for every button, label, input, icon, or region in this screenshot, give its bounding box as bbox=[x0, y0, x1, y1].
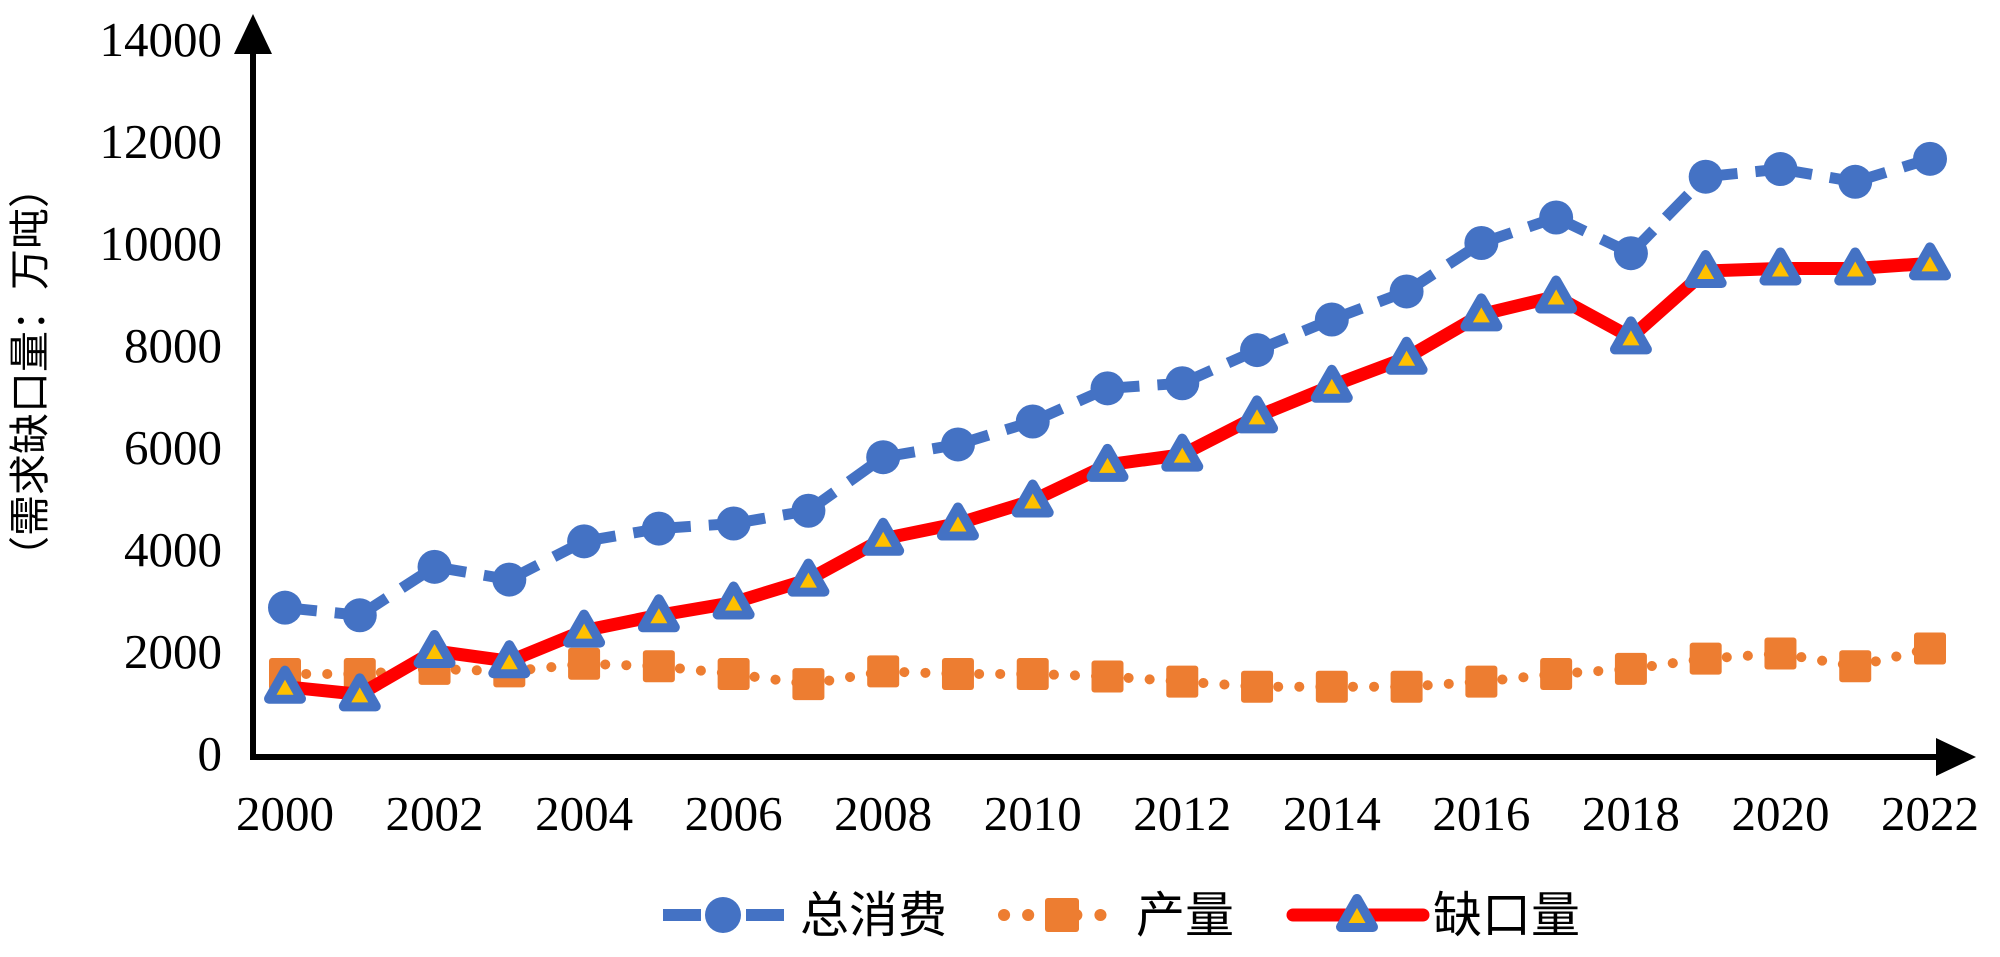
series-2-marker-2021-inner bbox=[1846, 261, 1864, 277]
series-0-marker-2008 bbox=[866, 440, 901, 475]
y-tick-label-2000: 2000 bbox=[124, 624, 222, 679]
series-2-marker-2013-inner bbox=[1248, 409, 1266, 425]
series-2-marker-2002-inner bbox=[426, 644, 444, 659]
series-2-marker-2010-inner bbox=[1024, 493, 1042, 509]
series-0-marker-2016 bbox=[1464, 226, 1499, 260]
series-2-marker-2006-inner bbox=[725, 595, 743, 611]
series-2-marker-2014-inner bbox=[1323, 378, 1341, 394]
y-tick-label-8000: 8000 bbox=[124, 318, 222, 373]
series-1-marker-2018 bbox=[1614, 652, 1647, 685]
series-1-marker-2006 bbox=[717, 657, 750, 690]
series-1-marker-2007 bbox=[792, 668, 825, 701]
series-1-marker-2014 bbox=[1315, 670, 1348, 703]
y-tick-label-10000: 10000 bbox=[100, 216, 223, 271]
legend-item-1-label: 产量 bbox=[1136, 888, 1234, 943]
series-1-marker-2013 bbox=[1241, 670, 1274, 703]
series-0-marker-2010 bbox=[1015, 404, 1050, 439]
series-0-marker-2020 bbox=[1763, 152, 1798, 187]
y-axis-title: （需求缺口量：万吨） bbox=[7, 167, 53, 577]
x-tick-label-2022: 2022 bbox=[1881, 786, 1979, 841]
x-tick-label-2012: 2012 bbox=[1133, 786, 1231, 841]
y-tick-label-6000: 6000 bbox=[124, 420, 222, 475]
y-tick-label-14000: 14000 bbox=[100, 12, 223, 67]
x-tick-label-2010: 2010 bbox=[984, 786, 1082, 841]
series-1-marker-2016 bbox=[1465, 665, 1498, 698]
x-tick-label-2004: 2004 bbox=[535, 786, 633, 841]
series-1-marker-2010 bbox=[1016, 657, 1049, 690]
y-tick-label-12000: 12000 bbox=[100, 114, 223, 169]
series-0-marker-2011 bbox=[1090, 371, 1125, 406]
series-1-marker-2021 bbox=[1839, 650, 1872, 683]
series-2-marker-2003-inner bbox=[500, 654, 518, 670]
y-tick-label-0: 0 bbox=[198, 726, 223, 781]
series-2-marker-2000-inner bbox=[276, 679, 294, 695]
x-tick-label-2018: 2018 bbox=[1582, 786, 1680, 841]
series-0-marker-2017 bbox=[1539, 200, 1574, 235]
series-1-marker-2011 bbox=[1091, 660, 1124, 693]
series-0-marker-2021 bbox=[1838, 164, 1873, 199]
series-0-marker-2002 bbox=[417, 549, 452, 584]
series-1-marker-2015 bbox=[1390, 670, 1423, 703]
series-2-marker-2008-inner bbox=[874, 531, 892, 547]
legend-item-1-marker-icon bbox=[1045, 898, 1079, 932]
series-2-marker-2011-inner bbox=[1099, 457, 1117, 473]
legend-item-0-marker-icon bbox=[705, 897, 741, 933]
y-axis-arrow-icon bbox=[234, 14, 272, 54]
series-2-marker-2004-inner bbox=[575, 623, 593, 639]
x-tick-label-2000: 2000 bbox=[236, 786, 334, 841]
y-tick-label-4000: 4000 bbox=[124, 522, 222, 577]
series-0-marker-2012 bbox=[1165, 366, 1200, 401]
series-1-marker-2019 bbox=[1689, 642, 1722, 675]
series-0-marker-2009 bbox=[940, 427, 975, 462]
series-2-marker-2015-inner bbox=[1398, 350, 1416, 366]
series-2-marker-2018-inner bbox=[1622, 330, 1640, 346]
series-2-marker-2005-inner bbox=[650, 608, 668, 624]
legend-item-0-label: 总消费 bbox=[800, 888, 947, 943]
x-tick-label-2016: 2016 bbox=[1432, 786, 1530, 841]
series-0-line-seg bbox=[1626, 172, 1710, 258]
series-2-marker-2020-inner bbox=[1771, 261, 1789, 277]
series-2-marker-2016-inner bbox=[1472, 307, 1490, 323]
legend-item-2-marker-icon-inner bbox=[1348, 908, 1366, 923]
legend-item-2-label: 缺口量 bbox=[1433, 888, 1580, 943]
series-0-marker-2018 bbox=[1613, 236, 1648, 271]
series-0-marker-2004 bbox=[567, 524, 602, 559]
series-1-marker-2020 bbox=[1764, 637, 1797, 670]
series-1-marker-2022 bbox=[1914, 632, 1947, 665]
x-axis-arrow-icon bbox=[1936, 738, 1976, 776]
series-0-marker-2003 bbox=[492, 562, 527, 597]
series-0-marker-2019 bbox=[1688, 159, 1723, 194]
series-2-marker-2012-inner bbox=[1173, 447, 1191, 463]
x-tick-label-2008: 2008 bbox=[834, 786, 932, 841]
series-2-marker-2022-inner bbox=[1921, 256, 1939, 272]
series-2-marker-2007-inner bbox=[799, 572, 817, 588]
series-0-marker-2000 bbox=[268, 590, 302, 625]
series-0-marker-2015 bbox=[1389, 274, 1424, 309]
series-2-marker-2019-inner bbox=[1697, 264, 1715, 280]
series-0-marker-2007 bbox=[791, 493, 826, 528]
series-0-marker-2022 bbox=[1913, 141, 1948, 176]
series-0-marker-2013 bbox=[1240, 333, 1275, 368]
series-1-marker-2017 bbox=[1540, 657, 1573, 690]
series-1-marker-2008 bbox=[867, 655, 900, 688]
series-1-marker-2012 bbox=[1166, 665, 1199, 698]
series-1-marker-2009 bbox=[941, 657, 974, 690]
series-2-marker-2009-inner bbox=[949, 516, 967, 532]
series-2-marker-2017-inner bbox=[1547, 289, 1565, 305]
series-0-marker-2014 bbox=[1314, 302, 1349, 337]
series-1-marker-2004 bbox=[568, 647, 601, 680]
x-tick-label-2020: 2020 bbox=[1731, 786, 1829, 841]
series-2-marker-2001-inner bbox=[351, 687, 369, 703]
x-tick-label-2014: 2014 bbox=[1283, 786, 1381, 841]
series-1-marker-2005 bbox=[642, 650, 675, 683]
series-0-marker-2001 bbox=[342, 598, 377, 633]
x-tick-label-2006: 2006 bbox=[685, 786, 783, 841]
series-0-marker-2006 bbox=[716, 506, 751, 541]
series-0-marker-2005 bbox=[641, 511, 676, 546]
x-tick-label-2002: 2002 bbox=[386, 786, 484, 841]
